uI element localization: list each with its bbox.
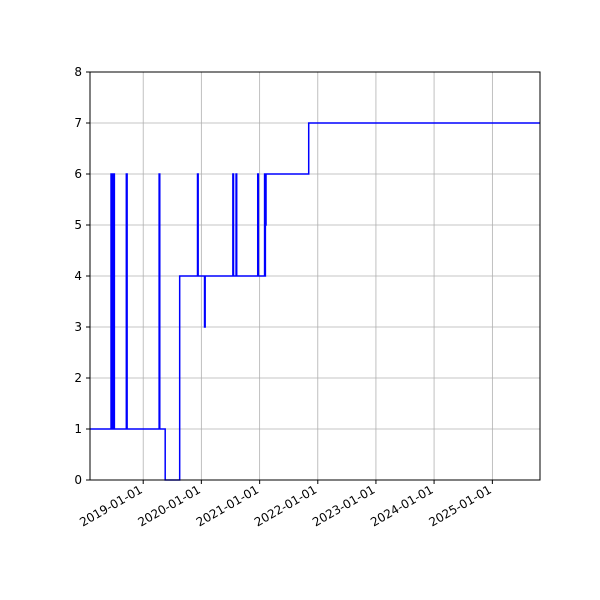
- y-axis: 0 1 2 3 4 5 6 7 8: [74, 65, 90, 487]
- x-tick-label: 2024-01-01: [368, 482, 435, 529]
- x-tick-label: 2023-01-01: [310, 482, 377, 529]
- x-tick-label: 2020-01-01: [135, 482, 202, 529]
- series-line-0: [90, 122, 540, 481]
- y-tick-label: 1: [74, 422, 82, 436]
- x-tick-label: 2022-01-01: [252, 482, 319, 529]
- y-tick-label: 4: [74, 269, 82, 283]
- y-tick-label: 6: [74, 167, 82, 181]
- x-tick-label: 2021-01-01: [194, 482, 261, 529]
- y-tick-label: 5: [74, 218, 82, 232]
- y-tick-label: 8: [74, 65, 82, 79]
- x-tick-label: 2019-01-01: [77, 482, 144, 529]
- y-tick-label: 2: [74, 371, 82, 385]
- x-tick-label: 2025-01-01: [426, 482, 493, 529]
- y-tick-label: 0: [74, 473, 82, 487]
- x-axis: 2019-01-012020-01-012021-01-012022-01-01…: [77, 480, 494, 529]
- y-tick-label: 7: [74, 116, 82, 130]
- series-group: [90, 122, 540, 481]
- y-tick-label: 3: [74, 320, 82, 334]
